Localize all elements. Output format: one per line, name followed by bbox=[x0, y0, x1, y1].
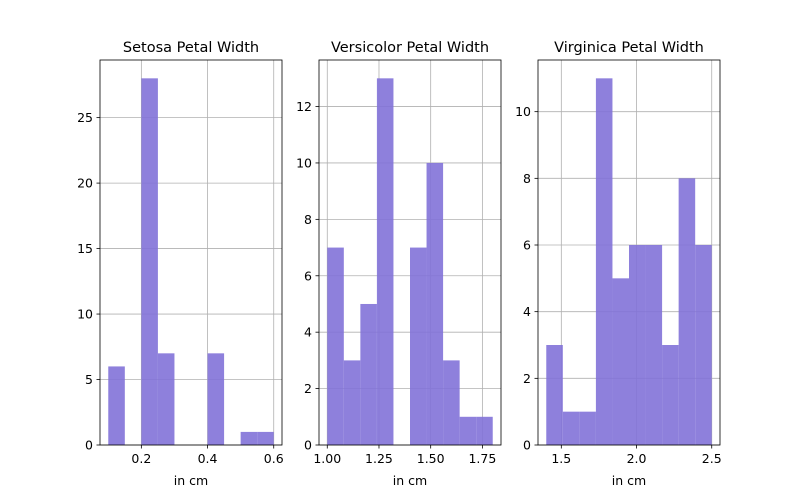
versicolor-y-tick-label: 2 bbox=[304, 381, 312, 396]
setosa-histogram-bar bbox=[257, 431, 274, 445]
versicolor-x-axis-label: in cm bbox=[393, 473, 427, 488]
versicolor-histogram-bar bbox=[426, 162, 444, 445]
versicolor-histogram-bar bbox=[327, 247, 344, 445]
versicolor-axes-spine bbox=[318, 59, 502, 446]
virginica-x-tick-label: 1.5 bbox=[551, 451, 571, 466]
setosa-y-tick-label: 5 bbox=[85, 372, 93, 387]
setosa-y-tick-label: 10 bbox=[77, 307, 93, 322]
virginica-y-tick-label: 2 bbox=[523, 371, 531, 386]
setosa-histogram-bar bbox=[157, 353, 175, 445]
virginica-histogram-bar bbox=[546, 345, 563, 445]
versicolor-x-tick-label: 1.50 bbox=[417, 451, 445, 466]
setosa-histogram-bar bbox=[240, 431, 258, 445]
versicolor-x-tick-label: 1.75 bbox=[468, 451, 496, 466]
versicolor-y-tick-label: 6 bbox=[304, 268, 312, 283]
versicolor-histogram-bar bbox=[376, 78, 394, 445]
versicolor-histogram-bar bbox=[476, 416, 493, 445]
setosa-bars bbox=[108, 78, 274, 445]
virginica-y-tick-label: 8 bbox=[523, 171, 531, 186]
setosa-x-tick-label: 0.6 bbox=[264, 451, 284, 466]
virginica-ticks: 1.5 2.0 2.5 0 2 4 6 8 10 bbox=[515, 104, 722, 466]
versicolor-histogram-bar bbox=[360, 303, 377, 445]
virginica-bars bbox=[546, 78, 712, 446]
versicolor-axes-frame bbox=[318, 59, 502, 446]
versicolor-y-tick-label: 12 bbox=[296, 99, 312, 114]
setosa-histogram-bar bbox=[108, 366, 125, 445]
setosa-x-tick-label: 0.4 bbox=[198, 451, 218, 466]
versicolor-histogram-bar bbox=[443, 360, 460, 445]
versicolor-y-tick-label: 8 bbox=[304, 212, 312, 227]
versicolor-y-tick-label: 0 bbox=[304, 438, 312, 453]
virginica-y-tick-label: 0 bbox=[523, 438, 531, 453]
versicolor-x-tick-label: 1.25 bbox=[365, 451, 393, 466]
versicolor-bars bbox=[327, 78, 493, 445]
versicolor-y-tick-label: 4 bbox=[304, 325, 312, 340]
setosa-x-axis-label: in cm bbox=[174, 473, 208, 488]
virginica-histogram-bar bbox=[612, 278, 629, 445]
setosa-y-tick-label: 0 bbox=[85, 438, 93, 453]
versicolor-histogram-bar bbox=[410, 247, 427, 445]
virginica-axes-frame bbox=[537, 59, 721, 446]
virginica-y-tick-label: 10 bbox=[515, 104, 531, 119]
setosa-histogram-bar bbox=[207, 353, 225, 445]
virginica-x-tick-label: 2.5 bbox=[702, 451, 722, 466]
virginica-histogram-bar bbox=[629, 245, 646, 445]
virginica-histogram-bar bbox=[695, 245, 712, 445]
versicolor-histogram-bar bbox=[459, 416, 477, 445]
setosa-y-tick-label: 20 bbox=[77, 176, 93, 191]
virginica-y-tick-label: 6 bbox=[523, 238, 531, 253]
versicolor-y-tick-label: 10 bbox=[296, 155, 312, 170]
virginica-histogram-bar bbox=[678, 178, 696, 446]
virginica-histogram-bar bbox=[579, 411, 596, 445]
virginica-x-axis-label: in cm bbox=[612, 473, 646, 488]
setosa-histogram-bar bbox=[141, 78, 158, 445]
setosa-axes-spine bbox=[99, 59, 283, 446]
virginica-histogram-bar bbox=[595, 78, 613, 445]
virginica-histogram-bar bbox=[562, 411, 580, 445]
virginica-histogram-bar bbox=[645, 245, 663, 445]
setosa-y-tick-label: 25 bbox=[77, 110, 93, 125]
setosa-ticks: 0.2 0.4 0.6 0 5 10 15 20 25 bbox=[77, 110, 284, 466]
panel-setosa: 0.2 0.4 0.6 0 5 10 15 20 25 Setosa Petal Width i… bbox=[77, 40, 284, 488]
setosa-y-tick-label: 15 bbox=[77, 241, 93, 256]
versicolor-title: Versicolor Petal Width bbox=[331, 40, 489, 56]
versicolor-x-tick-label: 1.00 bbox=[313, 451, 341, 466]
setosa-title: Setosa Petal Width bbox=[123, 40, 259, 56]
setosa-x-tick-label: 0.2 bbox=[131, 451, 151, 466]
virginica-y-tick-label: 4 bbox=[523, 304, 531, 319]
panel-virginica: 1.5 2.0 2.5 0 2 4 6 8 10 Virginica Petal Width i… bbox=[515, 40, 722, 488]
panel-versicolor: 1.00 1.25 1.50 1.75 0 2 4 6 8 10 12 Versicolor Pet… bbox=[296, 40, 502, 488]
setosa-axes-frame bbox=[99, 59, 283, 446]
versicolor-ticks: 1.00 1.25 1.50 1.75 0 2 4 6 8 10 12 bbox=[296, 99, 496, 466]
virginica-x-tick-label: 2.0 bbox=[627, 451, 647, 466]
virginica-histogram-bar bbox=[662, 345, 679, 445]
virginica-axes-spine bbox=[537, 59, 721, 446]
virginica-title: Virginica Petal Width bbox=[554, 40, 704, 56]
versicolor-histogram-bar bbox=[343, 360, 361, 445]
